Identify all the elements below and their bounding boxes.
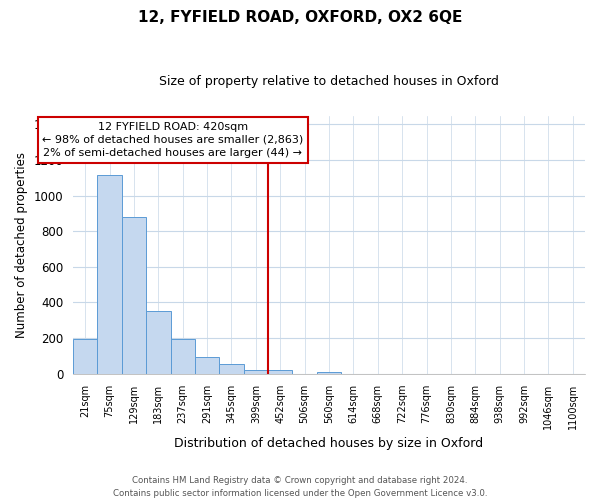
Title: Size of property relative to detached houses in Oxford: Size of property relative to detached ho… xyxy=(159,75,499,88)
Bar xyxy=(244,370,268,374)
Bar xyxy=(268,370,292,374)
Text: Contains HM Land Registry data © Crown copyright and database right 2024.
Contai: Contains HM Land Registry data © Crown c… xyxy=(113,476,487,498)
Bar xyxy=(73,340,97,374)
Y-axis label: Number of detached properties: Number of detached properties xyxy=(15,152,28,338)
Bar xyxy=(317,372,341,374)
Text: 12, FYFIELD ROAD, OXFORD, OX2 6QE: 12, FYFIELD ROAD, OXFORD, OX2 6QE xyxy=(138,10,462,25)
Text: 12 FYFIELD ROAD: 420sqm
← 98% of detached houses are smaller (2,863)
2% of semi-: 12 FYFIELD ROAD: 420sqm ← 98% of detache… xyxy=(43,122,304,158)
Bar xyxy=(195,357,220,374)
X-axis label: Distribution of detached houses by size in Oxford: Distribution of detached houses by size … xyxy=(175,437,484,450)
Bar xyxy=(170,340,195,374)
Bar xyxy=(220,364,244,374)
Bar xyxy=(97,175,122,374)
Bar xyxy=(146,312,170,374)
Bar xyxy=(122,218,146,374)
